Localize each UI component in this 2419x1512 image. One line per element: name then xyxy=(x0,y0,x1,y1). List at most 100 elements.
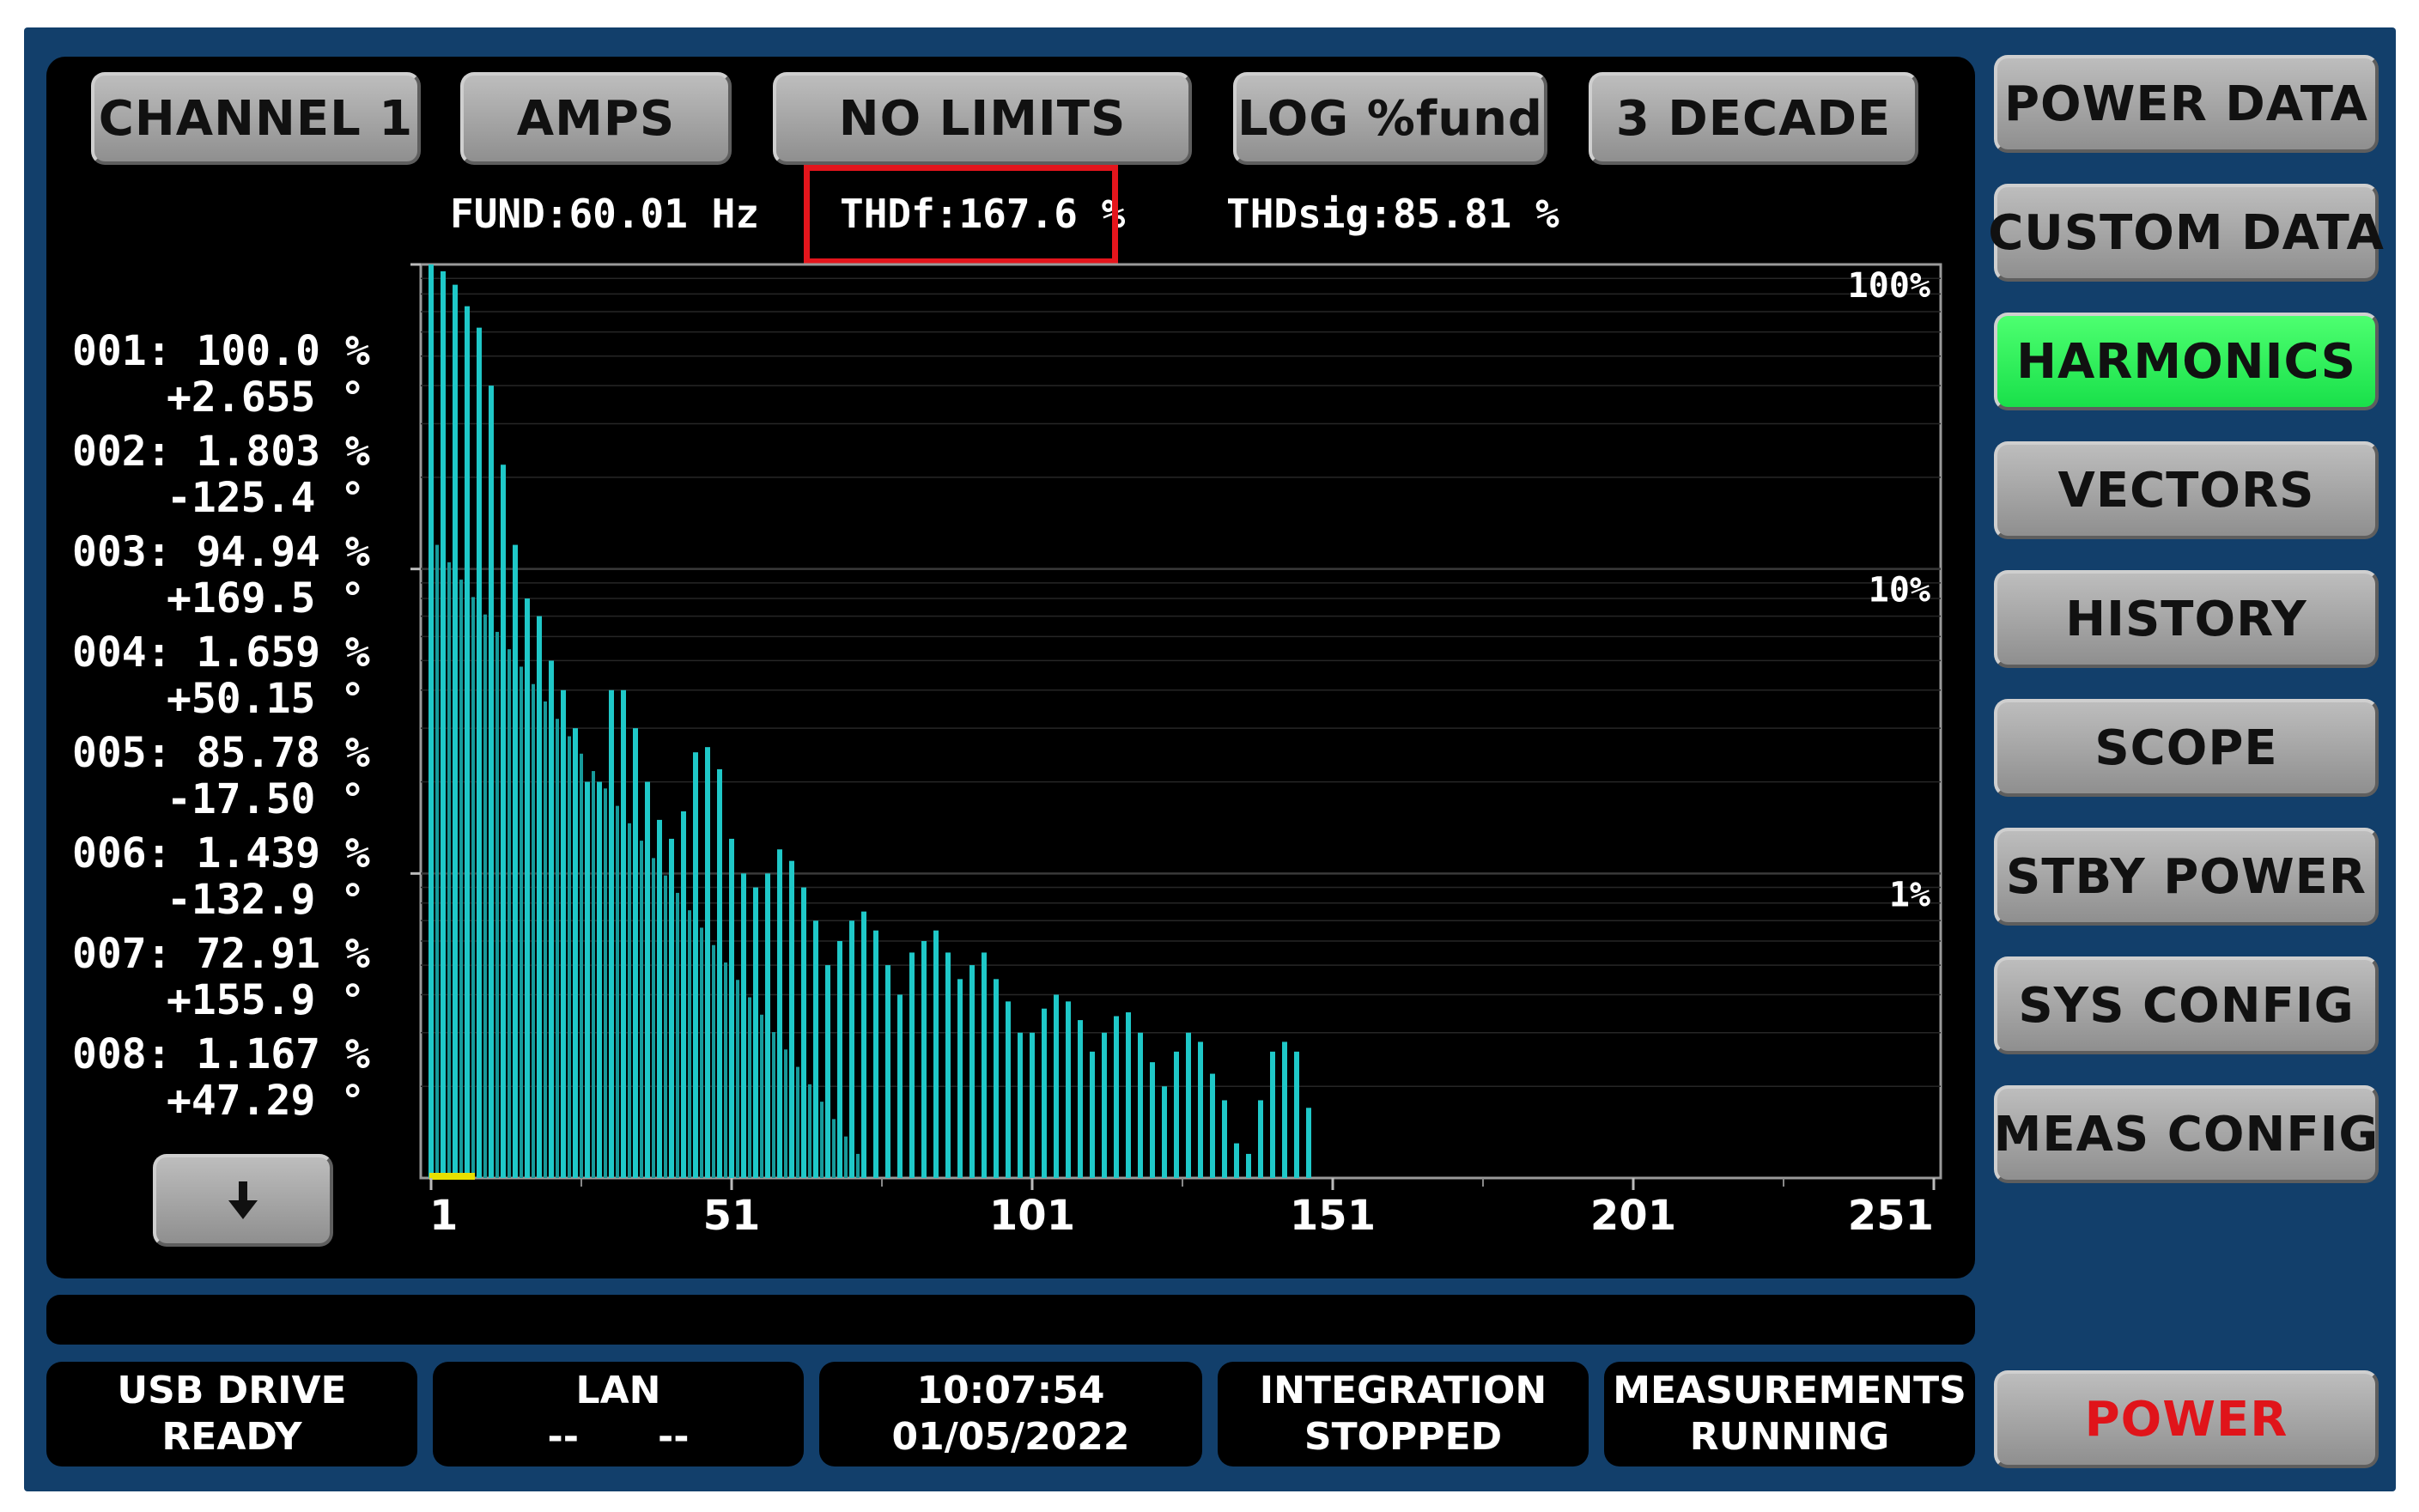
status-measurements[interactable]: MEASUREMENTS RUNNING xyxy=(1604,1362,1975,1466)
bar-harmonic xyxy=(1066,1001,1071,1178)
bar-harmonic xyxy=(1126,1012,1131,1178)
harmonic-percent: 005: 85.78 % xyxy=(72,729,370,777)
channel-button[interactable]: CHANNEL 1 xyxy=(91,72,421,165)
menu-power-data[interactable]: POWER DATA xyxy=(1994,55,2379,153)
bar-harmonic xyxy=(441,270,446,1178)
harmonic-percent: 008: 1.167 % xyxy=(72,1030,370,1078)
status-line-1: USB DRIVE xyxy=(117,1369,347,1412)
bar-even-harmonic xyxy=(532,683,535,1178)
menu-history[interactable]: HISTORY xyxy=(1994,570,2379,668)
status-line-2: RUNNING xyxy=(1689,1415,1890,1459)
bar-harmonic xyxy=(1222,1100,1227,1178)
harmonics-list: 001: 100.0 % +2.655 ° 002: 1.803 % -125.4 … xyxy=(72,328,370,1132)
menu-scope[interactable]: SCOPE xyxy=(1994,699,2379,797)
menu-harmonics[interactable]: HARMONICS xyxy=(1994,313,2379,410)
status-usb-drive[interactable]: USB DRIVE READY xyxy=(46,1362,417,1466)
harmonic-percent: 007: 72.91 % xyxy=(72,930,370,978)
bar-harmonic xyxy=(561,689,566,1178)
harmonic-entry-007: 007: 72.91 % +155.9 ° xyxy=(72,931,370,1031)
bar-harmonic xyxy=(1090,1051,1095,1178)
x-axis-tick-label: 51 xyxy=(703,1192,761,1238)
menu-custom-data[interactable]: CUSTOM DATA xyxy=(1988,184,2384,282)
menu-meas-config[interactable]: MEAS CONFIG xyxy=(1994,1085,2379,1183)
harmonic-percent: 006: 1.439 % xyxy=(72,829,370,877)
limits-button[interactable]: NO LIMITS xyxy=(773,72,1192,165)
bar-harmonic xyxy=(489,386,494,1178)
down-arrow-icon xyxy=(228,1181,258,1219)
range-button[interactable]: 3 DECADE xyxy=(1589,72,1918,165)
bar-even-harmonic xyxy=(556,719,559,1178)
status-lan[interactable]: LAN -- -- xyxy=(433,1362,804,1466)
bar-harmonic xyxy=(1078,1020,1083,1178)
bar-harmonic xyxy=(1114,1016,1119,1178)
bar-harmonic xyxy=(921,941,927,1178)
bar-even-harmonic xyxy=(724,962,727,1178)
x-axis-tick-label: 1 xyxy=(429,1192,458,1238)
bar-harmonic xyxy=(1186,1032,1191,1178)
bar-harmonic xyxy=(885,965,890,1178)
bar-even-harmonic xyxy=(544,701,547,1178)
bar-harmonic xyxy=(1138,1032,1143,1178)
harmonic-percent: 001: 100.0 % xyxy=(72,327,370,375)
bar-harmonic xyxy=(801,887,806,1178)
bar-harmonic xyxy=(1258,1100,1263,1178)
bar-even-harmonic xyxy=(712,944,715,1178)
bar-harmonic xyxy=(693,752,698,1178)
harmonic-angle: -17.50 ° xyxy=(167,775,366,823)
status-integration[interactable]: INTEGRATION STOPPED xyxy=(1218,1362,1589,1466)
status-clock[interactable]: 10:07:54 01/05/2022 xyxy=(819,1362,1202,1466)
bar-harmonic xyxy=(1030,1032,1035,1178)
bar-harmonic xyxy=(585,781,590,1178)
harmonic-entry-005: 005: 85.78 % -17.50 ° xyxy=(72,730,370,830)
menu-vectors[interactable]: VECTORS xyxy=(1994,441,2379,539)
status-line-2: READY xyxy=(161,1415,302,1459)
bar-harmonic xyxy=(525,598,530,1178)
bar-harmonic xyxy=(501,465,506,1178)
bar-harmonic xyxy=(861,911,866,1178)
bar-even-harmonic xyxy=(760,1014,763,1178)
bar-harmonic xyxy=(717,768,722,1178)
y-axis-tick-label: 100% xyxy=(1848,266,1930,306)
message-bar xyxy=(46,1295,1975,1345)
bar-even-harmonic xyxy=(856,1153,860,1178)
bar-harmonic xyxy=(849,920,854,1178)
bar-even-harmonic xyxy=(520,666,523,1178)
scale-button[interactable]: LOG %fund xyxy=(1233,72,1547,165)
bar-harmonic xyxy=(1246,1153,1251,1178)
bar-even-harmonic xyxy=(604,788,607,1178)
bar-even-harmonic xyxy=(748,997,751,1178)
bar-harmonic xyxy=(1102,1032,1107,1178)
harmonic-entry-004: 004: 1.659 % +50.15 ° xyxy=(72,629,370,730)
bar-harmonic xyxy=(1306,1108,1311,1178)
harmonic-entry-008: 008: 1.167 % +47.29 ° xyxy=(72,1031,370,1132)
bar-even-harmonic xyxy=(471,597,475,1178)
harmonic-angle: +155.9 ° xyxy=(167,976,366,1024)
bar-harmonic xyxy=(837,941,842,1178)
units-button[interactable]: AMPS xyxy=(460,72,732,165)
bar-harmonic xyxy=(1006,1001,1011,1178)
harmonic-angle: -132.9 ° xyxy=(167,876,366,924)
bar-harmonic xyxy=(741,873,746,1178)
bar-harmonic xyxy=(1150,1062,1155,1178)
bar-harmonic xyxy=(549,660,554,1178)
harmonic-angle: +169.5 ° xyxy=(167,574,366,622)
bar-harmonic xyxy=(873,930,878,1178)
harmonic-percent: 003: 94.94 % xyxy=(72,528,370,576)
thd-fundamental: THDf:167.6 % xyxy=(840,191,1126,237)
harmonic-angle: +2.655 ° xyxy=(167,373,366,422)
x-axis-tick-label: 201 xyxy=(1590,1192,1676,1238)
menu-sys-config[interactable]: SYS CONFIG xyxy=(1994,956,2379,1054)
bar-harmonic xyxy=(813,920,818,1178)
bar-even-harmonic xyxy=(447,562,451,1178)
bar-harmonic xyxy=(477,327,482,1179)
bar-harmonic xyxy=(777,849,782,1178)
menu-stby-power[interactable]: STBY POWER xyxy=(1994,828,2379,926)
harmonic-angle: +50.15 ° xyxy=(167,675,366,723)
harmonic-angle: +47.29 ° xyxy=(167,1077,366,1125)
scroll-down-button[interactable] xyxy=(153,1154,333,1247)
bar-harmonic xyxy=(1162,1086,1167,1178)
bar-harmonic xyxy=(1294,1051,1299,1178)
power-button[interactable]: POWER xyxy=(1994,1370,2379,1468)
harmonic-entry-003: 003: 94.94 % +169.5 ° xyxy=(72,529,370,629)
